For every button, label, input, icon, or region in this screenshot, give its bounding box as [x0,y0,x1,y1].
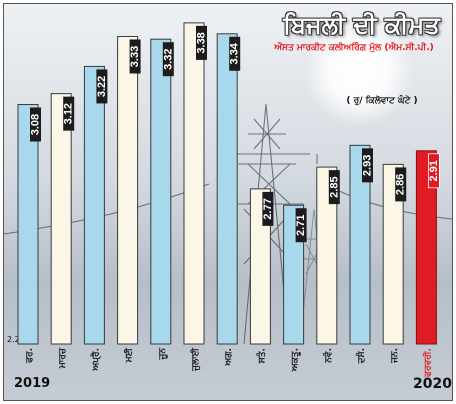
bar-5 [150,38,172,345]
bar-value-label-2: 3.12 [63,103,75,124]
bar-value-label-3: 3.22 [96,76,108,97]
bar-value-label-12: 2.86 [395,174,407,195]
bar-value-label-5: 3.32 [162,49,174,70]
bar-value-label-8: 2.77 [262,198,274,219]
bar-value-box-6 [196,25,207,60]
category-label-10: ਨਵੰ. [321,348,334,364]
bar-1 [17,104,39,345]
bar-chart: 2.2 3.08 ਫਰ. 3.12 ਮਾਰਚ 3.22 ਅਪ੍ਰੈ. 3.33 ਮਈ 3.32 ਜੂ… [7,22,440,378]
bar-value-box-9 [295,208,307,243]
bar-13 [415,150,437,345]
bar-value-label-7: 3.34 [229,42,241,64]
bar-11 [349,144,371,345]
bar-value-box-7 [229,36,241,71]
bar-value-box-3 [96,69,108,104]
bar-4 [117,35,139,345]
bar-7 [216,33,238,345]
bar-value-box-13 [427,153,440,189]
category-label-3: ਅਪ੍ਰੈ. [89,348,101,372]
bar-value-box-8 [262,191,274,226]
bar-value-box-5 [162,42,174,77]
chart-title: ਬਿਜਲੀ ਦੀ ਕੀਮਤ [283,10,440,39]
bar-value-box-12 [395,167,407,202]
category-label-6: ਜੁਲਾਈ [189,347,201,372]
bar-6 [183,22,205,345]
category-label-4: ਮਈ [123,347,135,363]
bar-value-box-10 [328,170,340,205]
bar-value-label-6: 3.38 [196,32,208,53]
sun-icon [304,17,414,127]
category-label-8: ਸਤੰ. [254,348,267,364]
category-label-1: ਫਰ. [25,348,35,364]
bar-3 [83,65,105,345]
bar-10 [316,166,338,345]
bar-value-label-4: 3.33 [129,46,141,67]
category-label-11: ਦਸੰ. [354,348,367,364]
category-label-7: ਅਗ. [224,348,234,366]
category-label-2: ਮਾਰਚ [58,347,68,369]
bar-value-label-1: 3.08 [30,114,42,135]
baseline-value-label: 2.2 [7,335,20,344]
year-end-label: 2020 [413,376,452,392]
bar-2 [50,93,72,345]
bar-value-box-4 [129,39,141,74]
category-label-9: ਅਕਤੂ. [291,348,302,372]
category-label-13: ਫਰਵਰੀ. [421,348,433,378]
bar-8 [249,188,271,345]
bar-value-label-9: 2.71 [295,215,307,236]
chart-frame: ਬਿਜਲੀ ਦੀ ਕੀਮਤ ਔਸਤ ਮਾਰਕੀਟ ਕਲੀਅਰਿੰਗ ਮੁੱਲ (… [3,3,453,401]
bar-value-box-1 [30,107,41,142]
year-start-label: 2019 [14,376,51,391]
bar-value-label-13: 2.91 [428,160,440,181]
unit-label: ( ਰੁ/ ਕਿਲੋਵਾਟ ਘੰਟੇ ) [346,96,418,106]
bar-value-label-11: 2.93 [362,155,374,176]
bar-12 [382,163,404,345]
bar-value-box-2 [63,96,75,131]
bar-value-label-10: 2.85 [328,176,340,197]
category-label-5: ਜੂਨ [158,348,169,361]
chart-subtitle: ਔਸਤ ਮਾਰਕੀਟ ਕਲੀਅਰਿੰਗ ਮੁੱਲ (ਐਮ.ਸੀ.ਪੀ.) [274,43,434,53]
category-label-12: ਜਨ. [390,348,400,364]
bar-value-box-11 [362,148,373,183]
